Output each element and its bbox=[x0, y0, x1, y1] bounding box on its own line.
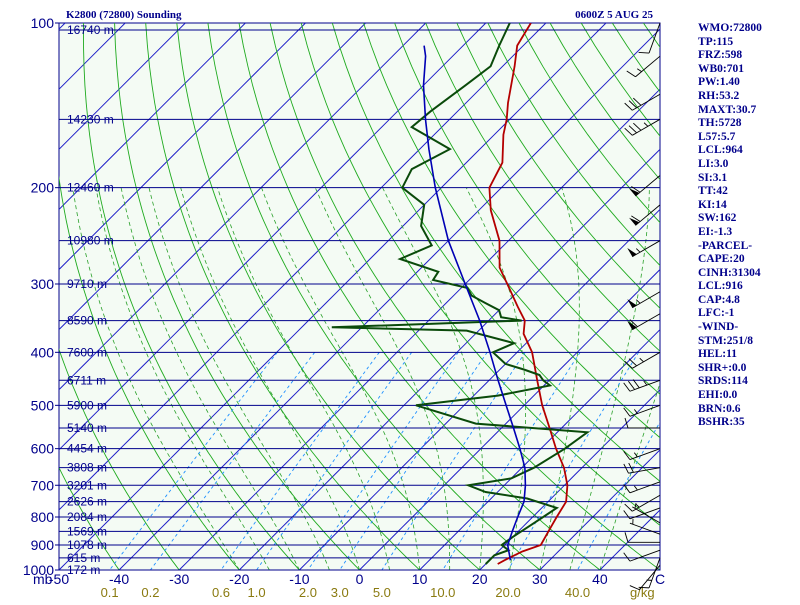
index-line: LCL:964 bbox=[698, 144, 798, 158]
temperature-label: 40 bbox=[592, 571, 608, 587]
mixing-ratio-label: 0.6 bbox=[212, 585, 230, 600]
height-label: 2084 m bbox=[67, 510, 107, 524]
height-label: 3201 m bbox=[67, 478, 107, 492]
pressure-label: 800 bbox=[31, 509, 55, 525]
pressure-label: 200 bbox=[31, 180, 55, 196]
index-line: HEL:11 bbox=[698, 348, 798, 362]
height-label: 5900 m bbox=[67, 398, 107, 412]
isotherm-line bbox=[0, 23, 5, 570]
height-label: 8590 m bbox=[67, 314, 107, 328]
mixing-ratio-label: 5.0 bbox=[373, 585, 391, 600]
index-line: TP:115 bbox=[698, 36, 798, 50]
pressure-label: 900 bbox=[31, 537, 55, 553]
height-label: 12460 m bbox=[67, 181, 114, 195]
index-line: KI:14 bbox=[698, 199, 798, 213]
height-label: 9710 m bbox=[67, 277, 107, 291]
temperature-label: 0 bbox=[356, 571, 364, 587]
temperature-label: 30 bbox=[532, 571, 548, 587]
pressure-label: 300 bbox=[31, 276, 55, 292]
index-line: SRDS:114 bbox=[698, 375, 798, 389]
index-line: CINH:31304 bbox=[698, 267, 798, 281]
pressure-label: 100 bbox=[31, 15, 55, 31]
index-line: BSHR:35 bbox=[698, 416, 798, 430]
pressure-label: 600 bbox=[31, 441, 55, 457]
index-line: RH:53.2 bbox=[698, 90, 798, 104]
station-title: K2800 (72800) Sounding bbox=[66, 9, 182, 21]
index-line: LI:3.0 bbox=[698, 158, 798, 172]
height-label: 3808 m bbox=[67, 461, 107, 475]
index-line: LCL:916 bbox=[698, 280, 798, 294]
height-label: 10980 m bbox=[67, 234, 114, 248]
index-line: WMO:72800 bbox=[698, 22, 798, 36]
temperature-label: 10 bbox=[412, 571, 428, 587]
index-line: BRN:0.6 bbox=[698, 403, 798, 417]
mixing-ratio-label: 0.1 bbox=[101, 585, 119, 600]
height-label: 16740 m bbox=[67, 23, 114, 37]
index-line: -PARCEL- bbox=[698, 240, 798, 254]
index-line: MAXT:30.7 bbox=[698, 104, 798, 118]
mixing-ratio-label: 10.0 bbox=[430, 585, 455, 600]
index-line: CAP:4.8 bbox=[698, 294, 798, 308]
mixing-ratio-label: 0.2 bbox=[141, 585, 159, 600]
mixing-ratio-label: 3.0 bbox=[331, 585, 349, 600]
index-line: STM:251/8 bbox=[698, 335, 798, 349]
wind-barb-flag bbox=[639, 587, 649, 588]
index-line: -WIND- bbox=[698, 321, 798, 335]
index-line: EI:-1.3 bbox=[698, 226, 798, 240]
temperature-label: 20 bbox=[472, 571, 488, 587]
index-line: SI:3.1 bbox=[698, 172, 798, 186]
pressure-label: 700 bbox=[31, 477, 55, 493]
height-label: 1569 m bbox=[67, 524, 107, 538]
temperature-unit-label: C bbox=[655, 571, 665, 587]
index-line: SHR+:0.0 bbox=[698, 362, 798, 376]
height-label: 4454 m bbox=[67, 442, 107, 456]
temperature-label: -30 bbox=[169, 571, 189, 587]
mixing-ratio-label: 40.0 bbox=[565, 585, 590, 600]
index-line: TH:5728 bbox=[698, 117, 798, 131]
pressure-unit-label: mb bbox=[33, 571, 53, 587]
index-line: TT:42 bbox=[698, 185, 798, 199]
index-line: FRZ:598 bbox=[698, 49, 798, 63]
index-line: L57:5.7 bbox=[698, 131, 798, 145]
index-line: PW:1.40 bbox=[698, 76, 798, 90]
mixing-ratio-label: 1.0 bbox=[248, 585, 266, 600]
index-line: CAPE:20 bbox=[698, 253, 798, 267]
pressure-label: 500 bbox=[31, 397, 55, 413]
index-line: SW:162 bbox=[698, 212, 798, 226]
index-line: LFC:-1 bbox=[698, 307, 798, 321]
height-label: 5140 m bbox=[67, 421, 107, 435]
mixing-ratio-label: 20.0 bbox=[495, 585, 520, 600]
index-line: EHI:0.0 bbox=[698, 389, 798, 403]
index-line: WB0:701 bbox=[698, 63, 798, 77]
height-label: 2626 m bbox=[67, 495, 107, 509]
height-label: 6711 m bbox=[67, 373, 106, 387]
height-label: 7600 m bbox=[67, 345, 107, 359]
pressure-label: 400 bbox=[31, 344, 55, 360]
mixing-ratio-label: 2.0 bbox=[299, 585, 317, 600]
height-label: 14230 m bbox=[67, 112, 114, 126]
height-label: 172 m bbox=[67, 563, 100, 577]
valid-time: 0600Z 5 AUG 25 bbox=[575, 9, 653, 21]
plot-background bbox=[59, 23, 660, 570]
wind-barb-flag bbox=[639, 52, 649, 53]
